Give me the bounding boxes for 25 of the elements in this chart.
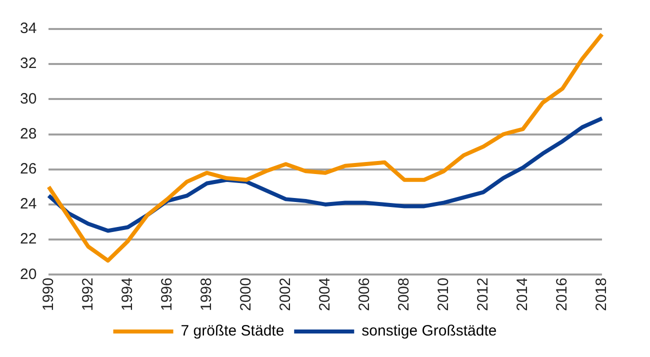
y-tick-label: 28 [20, 125, 37, 142]
x-tick-label: 2016 [554, 278, 571, 312]
y-tick-label: 30 [20, 90, 37, 108]
x-tick-label: 1996 [158, 278, 176, 312]
x-tick-label: 2000 [237, 278, 254, 312]
x-tick-label: 2010 [435, 278, 452, 312]
x-tick-label: 2008 [396, 278, 413, 312]
y-tick-label: 32 [20, 55, 37, 72]
x-tick-label: 2004 [316, 278, 334, 312]
y-tick-label: 34 [20, 20, 37, 38]
x-tick-label: 1990 [40, 278, 57, 312]
y-tick-label: 26 [20, 160, 37, 178]
legend-label: 7 größte Städte [180, 322, 284, 340]
x-tick-label: 2006 [356, 278, 374, 312]
x-tick-label: 2002 [276, 278, 294, 312]
x-tick-label: 1998 [198, 278, 215, 312]
x-tick-label: 2018 [593, 278, 610, 312]
x-tick-label: 2014 [514, 278, 532, 312]
y-tick-label: 22 [20, 230, 37, 248]
y-tick-label: 20 [20, 266, 37, 283]
legend-label: sonstige Großstädte [362, 322, 497, 340]
x-tick-label: 1992 [79, 278, 96, 312]
x-tick-label: 1994 [118, 278, 136, 312]
x-tick-label: 2012 [474, 278, 492, 312]
y-tick-label: 24 [20, 196, 37, 213]
